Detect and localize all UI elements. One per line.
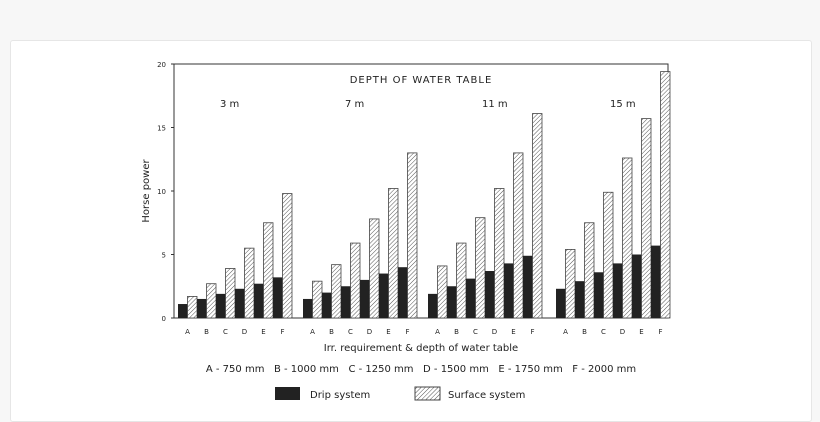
- bar-drip: [447, 286, 457, 318]
- bar-drip: [398, 267, 408, 318]
- x-tick-label: F: [280, 328, 284, 336]
- bar-surface: [532, 113, 543, 319]
- group-label: 7 m: [345, 99, 364, 110]
- bar-drip: [273, 277, 283, 318]
- bar-drip: [235, 288, 245, 318]
- bar-drip: [556, 288, 566, 318]
- bar-surface: [622, 157, 633, 319]
- bar-surface: [331, 264, 342, 319]
- x-tick-label: F: [405, 328, 409, 336]
- bar-surface: [369, 218, 380, 319]
- bar-drip: [197, 298, 207, 318]
- x-tick-label: A: [185, 328, 190, 336]
- bar-surface: [456, 242, 467, 319]
- bar-surface: [437, 265, 448, 319]
- y-tick-label: 0: [162, 315, 166, 323]
- bar-drip: [651, 245, 661, 318]
- chart-title: DEPTH OF WATER TABLE: [350, 75, 493, 86]
- bar-surface: [603, 191, 614, 319]
- x-tick-label: E: [261, 328, 265, 336]
- x-tick-label: B: [582, 328, 587, 336]
- bar-drip: [178, 304, 188, 318]
- legend-swatch-drip: [275, 387, 300, 400]
- bar-drip: [379, 273, 389, 318]
- x-tick-label: D: [620, 328, 625, 336]
- x-tick-label: B: [329, 328, 334, 336]
- bar-drip: [303, 298, 313, 318]
- group-label: 3 m: [220, 99, 239, 110]
- y-tick-label: 15: [157, 125, 166, 133]
- bar-drip: [523, 255, 533, 318]
- bar-drip: [613, 263, 623, 318]
- bar-surface: [641, 118, 652, 319]
- legend-swatch-surface: [414, 386, 441, 401]
- bar-surface: [494, 188, 505, 319]
- x-tick-label: E: [386, 328, 390, 336]
- bar-surface: [312, 280, 323, 319]
- bar-surface: [513, 152, 524, 319]
- bar-drip: [485, 271, 495, 318]
- bar-surface: [282, 193, 293, 319]
- bar-drip: [632, 254, 642, 318]
- bar-drip: [594, 272, 604, 318]
- bar-drip: [504, 263, 514, 318]
- bar-drip: [360, 279, 370, 318]
- group-label: 15 m: [610, 99, 636, 110]
- bar-surface: [388, 188, 399, 319]
- x-tick-label: B: [204, 328, 209, 336]
- bar-drip: [322, 292, 332, 318]
- y-tick-label: 20: [157, 61, 166, 69]
- x-tick-label: B: [454, 328, 459, 336]
- x-tick-label: C: [601, 328, 606, 336]
- bar-surface: [206, 283, 217, 319]
- x-axis-label: Irr. requirement & depth of water table: [324, 343, 518, 354]
- x-tick-label: D: [242, 328, 247, 336]
- x-tick-label: E: [639, 328, 643, 336]
- bar-surface: [475, 217, 486, 319]
- x-tick-label: A: [435, 328, 440, 336]
- legend-label-drip: Drip system: [310, 390, 370, 401]
- x-tick-label: D: [492, 328, 497, 336]
- bar-surface: [225, 268, 236, 319]
- y-axis-label: Horse power: [141, 159, 152, 223]
- x-tick-label: C: [348, 328, 353, 336]
- x-tick-label: C: [223, 328, 228, 336]
- bar-drip: [341, 286, 351, 318]
- category-key: A - 750 mm B - 1000 mm C - 1250 mm D - 1…: [206, 364, 636, 375]
- bar-surface: [263, 222, 274, 319]
- bar-drip: [428, 293, 438, 318]
- x-tick-label: F: [530, 328, 534, 336]
- y-tick-label: 5: [162, 252, 166, 260]
- bar-surface: [187, 296, 198, 319]
- x-tick-label: E: [511, 328, 515, 336]
- bar-drip: [575, 281, 585, 318]
- bar-surface: [584, 222, 595, 319]
- x-tick-label: A: [310, 328, 315, 336]
- bar-surface: [350, 242, 361, 319]
- legend-label-surface: Surface system: [448, 390, 525, 401]
- y-tick-label: 10: [157, 188, 166, 196]
- x-tick-label: D: [367, 328, 372, 336]
- chart-figure: 0 5 10 15 20 Horse power DEPTH OF WATER TABL…: [138, 55, 682, 404]
- bar-surface: [660, 71, 671, 319]
- x-tick-label: F: [658, 328, 662, 336]
- bar-drip: [466, 278, 476, 318]
- bar-surface: [244, 247, 255, 319]
- x-tick-label: C: [473, 328, 478, 336]
- bar-drip: [216, 293, 226, 318]
- x-tick-label: A: [563, 328, 568, 336]
- group-label: 11 m: [482, 99, 508, 110]
- bar-drip: [254, 283, 264, 318]
- bar-surface: [565, 249, 576, 319]
- bar-surface: [407, 152, 418, 319]
- bar-chart: 0 5 10 15 20 Horse power DEPTH OF WATER TABL…: [141, 61, 671, 401]
